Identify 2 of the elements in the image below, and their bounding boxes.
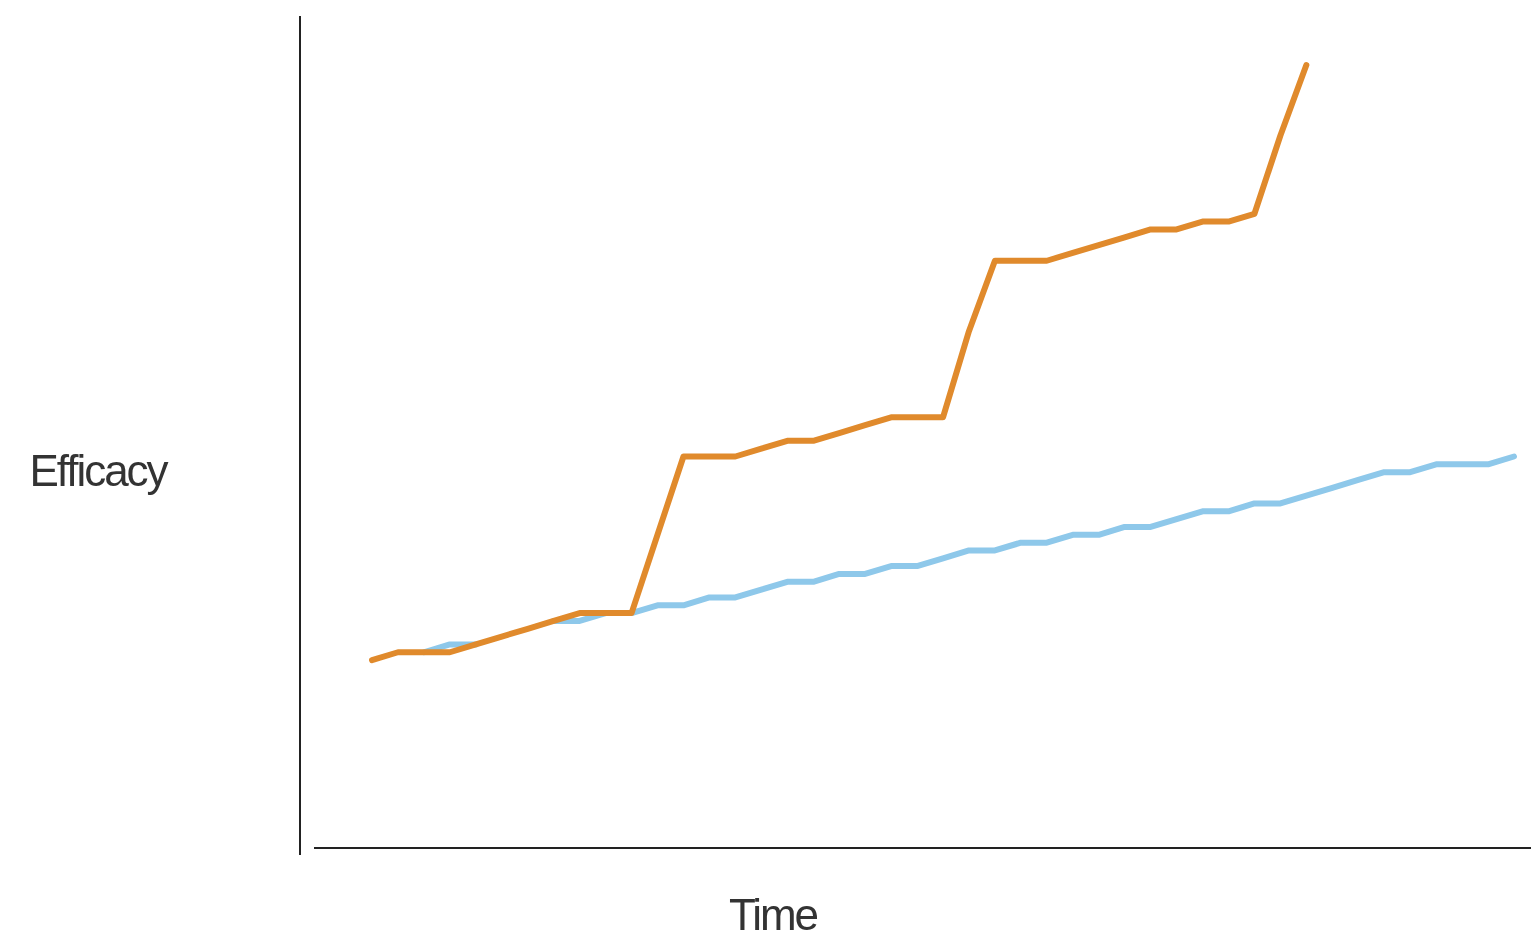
- x-axis-title: Time: [728, 890, 818, 939]
- y-axis-title: Efficacy: [29, 446, 169, 495]
